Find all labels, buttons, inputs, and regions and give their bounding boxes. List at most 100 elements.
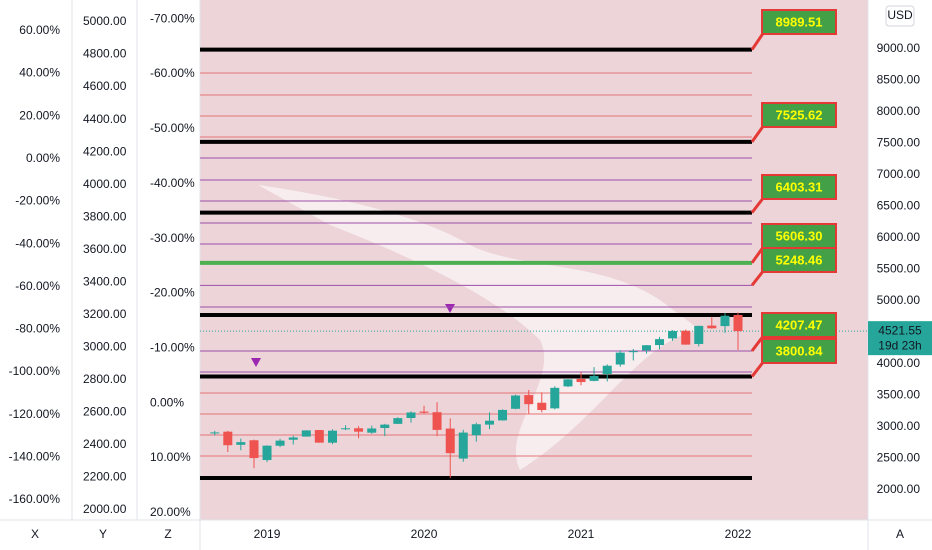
- axis-tick-label: -120.00%: [9, 407, 61, 421]
- axis-tick-label: 2400.00: [83, 437, 127, 451]
- candle-body: [328, 430, 338, 443]
- y-tick-label: 4000.00: [877, 356, 921, 370]
- candle-body: [210, 432, 220, 434]
- candle-body: [380, 424, 390, 429]
- axis-tick-label: 10.00%: [150, 450, 191, 464]
- y-tick-label: 6500.00: [877, 199, 921, 213]
- axis-tick-label: -60.00%: [150, 66, 195, 80]
- candle-body: [236, 442, 246, 445]
- axis-tick-label: -40.00%: [15, 236, 60, 250]
- y-tick-label: 2500.00: [877, 451, 921, 465]
- axis-tick-label: 3400.00: [83, 274, 127, 288]
- countdown: 19d 23h: [878, 338, 921, 352]
- level-label: 8989.51: [750, 9, 837, 51]
- candle-body: [419, 411, 429, 413]
- candle-body: [249, 440, 259, 459]
- axis-tick-label: 4600.00: [83, 79, 127, 93]
- axis-tick-label: -50.00%: [150, 121, 195, 135]
- axis-tick-label: -10.00%: [150, 340, 195, 354]
- candle-body: [484, 420, 494, 425]
- level-label-text: 5606.30: [776, 228, 823, 243]
- candle-body: [589, 375, 599, 381]
- axis-tick-label: 2200.00: [83, 470, 127, 484]
- axis-tick-label: 4000.00: [83, 177, 127, 191]
- axis-tick-label: -160.00%: [9, 492, 61, 506]
- candle-body: [641, 345, 651, 351]
- axis-tick-label: -60.00%: [15, 279, 60, 293]
- level-label-box: [761, 223, 837, 249]
- axis-tick-label: 2800.00: [83, 372, 127, 386]
- candle-body: [471, 424, 481, 436]
- axis-tick-label: -30.00%: [150, 231, 195, 245]
- candle-body: [498, 409, 508, 421]
- axis-tick-label: 20.00%: [150, 505, 191, 519]
- level-label-box: [761, 102, 837, 128]
- candle-body: [511, 395, 521, 409]
- y-tick-label: 7500.00: [877, 136, 921, 150]
- axis-tick-label: 4200.00: [83, 144, 127, 158]
- candle-body: [445, 428, 455, 454]
- level-label: 3800.84: [750, 338, 837, 378]
- candle-body: [720, 315, 730, 327]
- y-tick-label: 8500.00: [877, 73, 921, 87]
- current-price: 4521.55: [878, 323, 922, 337]
- current-price-box: [868, 321, 932, 356]
- level-label-text: 3800.84: [776, 343, 824, 358]
- x-tick-label: 2020: [411, 527, 438, 541]
- axis-tick-label: -80.00%: [15, 322, 60, 336]
- axis-tick-label: 40.00%: [19, 66, 60, 80]
- level-label: 5606.30: [750, 223, 837, 264]
- y-tick-label: 9000.00: [877, 41, 921, 55]
- candle-body: [576, 378, 586, 383]
- axis-tick-label: 2600.00: [83, 405, 127, 419]
- level-label-box: [761, 9, 837, 35]
- level-label-box: [761, 174, 837, 200]
- y-tick-label: 5000.00: [877, 293, 921, 307]
- y-tick-label: 3000.00: [877, 419, 921, 433]
- y-tick-label: 3500.00: [877, 388, 921, 402]
- candle-body: [341, 428, 351, 430]
- axis-tick-label: 0.00%: [26, 151, 60, 165]
- candle-body: [655, 339, 665, 346]
- candle-body: [524, 395, 534, 405]
- candle-body: [681, 330, 691, 345]
- candle-body: [550, 387, 560, 409]
- axis-tick-label: -70.00%: [150, 11, 195, 25]
- level-label-text: 4207.47: [776, 317, 823, 332]
- candle-body: [275, 440, 285, 446]
- candle-body: [288, 437, 298, 440]
- axis-tick-label: 3200.00: [83, 307, 127, 321]
- level-label-text: 8989.51: [776, 14, 823, 29]
- candle-body: [733, 314, 743, 332]
- candle-body: [432, 412, 442, 430]
- axis-tick-label: 4800.00: [83, 47, 127, 61]
- axis-tick-label: -140.00%: [9, 449, 61, 463]
- candle-body: [301, 430, 311, 437]
- candle-body: [628, 351, 638, 353]
- candle-body: [707, 325, 717, 329]
- candle-body: [262, 445, 272, 461]
- axis-tick-label: 3600.00: [83, 242, 127, 256]
- axis-tick-label: 4400.00: [83, 112, 127, 126]
- axis-tick-label: -40.00%: [150, 176, 195, 190]
- level-label-box: [761, 338, 837, 364]
- candle-body: [563, 379, 573, 387]
- y-tick-label: 5500.00: [877, 262, 921, 276]
- axis-tick-label: -100.00%: [9, 364, 61, 378]
- y-tick-label: 6000.00: [877, 230, 921, 244]
- axis-tick-label: 3000.00: [83, 340, 127, 354]
- axis-name: Z: [164, 527, 171, 541]
- signal-marker: [251, 358, 261, 367]
- candle-body: [668, 331, 678, 339]
- candle-body: [223, 431, 233, 446]
- level-label-text: 5248.46: [776, 252, 823, 267]
- axis-name: Y: [99, 527, 107, 541]
- candle-body: [354, 428, 364, 432]
- currency-box: [885, 5, 915, 27]
- y-tick-label: 8000.00: [877, 104, 921, 118]
- level-label: 6403.31: [750, 174, 837, 214]
- axis-tick-label: -20.00%: [150, 286, 195, 300]
- y-tick-label: 7000.00: [877, 167, 921, 181]
- level-label: 4207.47: [750, 312, 837, 352]
